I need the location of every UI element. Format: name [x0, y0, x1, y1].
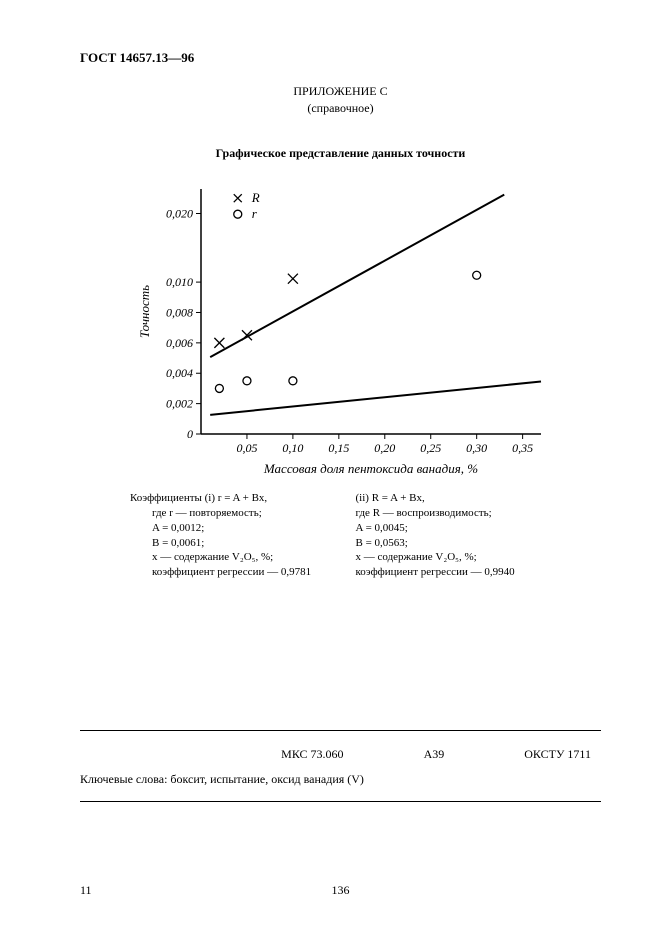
coef-line: коэффициент регрессии — 0,9781	[130, 565, 326, 580]
svg-text:0: 0	[187, 427, 193, 441]
classification-block: МКС 73.060 А39 ОКСТУ 1711 Ключевые слова…	[80, 730, 601, 802]
svg-text:R: R	[250, 190, 259, 205]
coef-line: коэффициент регрессии — 0,9940	[356, 565, 552, 580]
chart-title: Графическое представление данных точност…	[80, 146, 601, 161]
keywords: Ключевые слова: боксит, испытание, оксид…	[80, 772, 601, 801]
svg-text:0,020: 0,020	[166, 207, 193, 221]
coef-line: где R — воспроизводимость;	[356, 506, 552, 521]
coef-line: где r — повторяемость;	[130, 506, 326, 521]
coef-right: (ii) R = A + Bx, где R — воспроизводимос…	[356, 491, 552, 580]
coef-left: Коэффициенты (i) r = A + Bx, где r — пов…	[130, 491, 326, 580]
svg-text:0,25: 0,25	[420, 441, 441, 455]
coef-line: Коэффициенты (i) r = A + Bx,	[130, 491, 326, 506]
svg-text:0,004: 0,004	[166, 366, 193, 380]
coef-line: B = 0,0563;	[356, 536, 552, 551]
page-center: 136	[332, 883, 350, 898]
svg-text:0,006: 0,006	[166, 336, 193, 350]
coef-line: A = 0,0045;	[356, 521, 552, 536]
svg-text:0,010: 0,010	[166, 275, 193, 289]
svg-text:0,008: 0,008	[166, 305, 193, 319]
svg-text:0,002: 0,002	[166, 397, 193, 411]
svg-text:0,15: 0,15	[328, 441, 349, 455]
page-left: 11	[80, 883, 92, 898]
svg-text:0,20: 0,20	[374, 441, 395, 455]
coef-line: x — содержание V₂O₅, %;	[356, 550, 552, 565]
appendix-title: ПРИЛОЖЕНИЕ С	[80, 84, 601, 99]
doc-header: ГОСТ 14657.13—96	[80, 50, 601, 66]
a-code: А39	[424, 747, 445, 762]
svg-text:Точность: Точность	[137, 285, 152, 338]
svg-text:0,30: 0,30	[466, 441, 487, 455]
coefficients-block: Коэффициенты (i) r = A + Bx, где r — пов…	[80, 491, 601, 580]
precision-chart: 0 0,002 0,004 0,006 0,008 0,010 0,020 0,05 0,10 0…	[131, 179, 551, 479]
coef-line: (ii) R = A + Bx,	[356, 491, 552, 506]
svg-text:r: r	[251, 206, 257, 221]
appendix-subtitle: (справочное)	[80, 101, 601, 116]
coef-line: A = 0,0012;	[130, 521, 326, 536]
coef-line: B = 0,0061;	[130, 536, 326, 551]
page-footer: 11 136	[80, 883, 601, 898]
svg-text:0,10: 0,10	[282, 441, 303, 455]
okstu-code: ОКСТУ 1711	[524, 747, 591, 762]
svg-text:0,35: 0,35	[512, 441, 533, 455]
mks-code: МКС 73.060	[281, 747, 343, 762]
svg-text:0,05: 0,05	[236, 441, 257, 455]
svg-text:Массовая доля пентоксида ванад: Массовая доля пентоксида ванадия, %	[262, 461, 477, 476]
coef-line: x — содержание V₂O₅, %;	[130, 550, 326, 565]
